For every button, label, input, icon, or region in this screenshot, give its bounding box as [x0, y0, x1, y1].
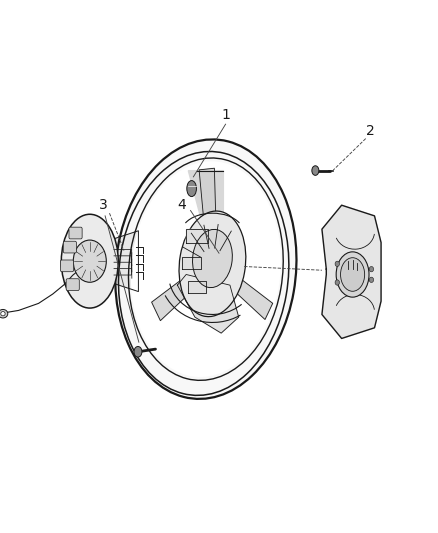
Polygon shape	[177, 274, 239, 333]
FancyBboxPatch shape	[63, 241, 76, 253]
Ellipse shape	[73, 240, 106, 282]
Polygon shape	[188, 171, 223, 237]
Polygon shape	[114, 231, 138, 292]
Text: 2: 2	[366, 124, 374, 138]
Ellipse shape	[193, 229, 232, 288]
Text: 3: 3	[99, 198, 107, 212]
Circle shape	[335, 261, 339, 266]
Ellipse shape	[61, 214, 118, 308]
FancyBboxPatch shape	[66, 279, 79, 290]
Text: 4: 4	[177, 198, 186, 212]
Ellipse shape	[131, 161, 281, 377]
Polygon shape	[199, 168, 217, 264]
Text: 1: 1	[221, 108, 230, 122]
Polygon shape	[152, 259, 215, 321]
Polygon shape	[322, 205, 381, 338]
Ellipse shape	[187, 181, 196, 197]
Ellipse shape	[341, 258, 364, 291]
Circle shape	[335, 280, 339, 285]
FancyBboxPatch shape	[60, 260, 74, 272]
Ellipse shape	[115, 140, 297, 399]
Circle shape	[369, 266, 374, 272]
Ellipse shape	[312, 166, 319, 175]
Polygon shape	[210, 259, 273, 319]
Circle shape	[369, 277, 374, 282]
Ellipse shape	[1, 312, 5, 316]
Ellipse shape	[336, 252, 369, 297]
Polygon shape	[186, 229, 208, 243]
Ellipse shape	[0, 310, 8, 318]
Polygon shape	[188, 281, 206, 293]
Polygon shape	[182, 257, 201, 269]
FancyBboxPatch shape	[69, 227, 82, 239]
Ellipse shape	[179, 211, 246, 317]
Ellipse shape	[134, 346, 142, 357]
